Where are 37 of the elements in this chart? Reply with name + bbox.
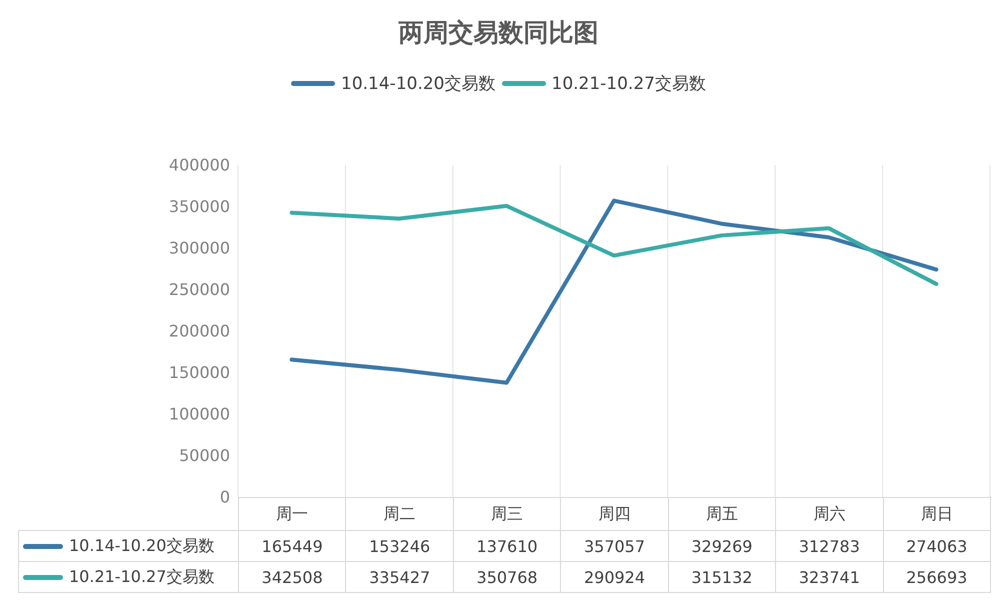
data-label: 137610 [452, 530, 562, 562]
data-label: 153246 [345, 530, 454, 562]
data-label: 315132 [668, 561, 776, 593]
data-label: 323741 [775, 561, 884, 593]
data-label: 342508 [238, 561, 346, 593]
x-tick-label: 周三 [452, 497, 562, 531]
y-tick-label: 300000 [168, 238, 230, 258]
text: 10.14-10.20交易数 [69, 536, 214, 554]
legend-label: 10.14-10.20交易数 [341, 73, 496, 95]
y-tick-label: 200000 [168, 322, 230, 341]
data-label: 335427 [345, 561, 454, 593]
x-tick-label: 周五 [668, 497, 776, 531]
chart-title: 两周交易数同比图 [398, 17, 600, 49]
legend-label: 10.21-10.27交易数 [552, 73, 706, 95]
data-label: 350768 [452, 561, 562, 593]
y-tick-label: 350000 [168, 197, 230, 216]
y-tick-label: 250000 [168, 280, 230, 300]
data-label: 329269 [668, 530, 776, 562]
y-tick-label: 150000 [168, 363, 230, 382]
data-label: 357057 [560, 530, 669, 562]
y-tick-label: 100000 [168, 404, 230, 424]
x-tick-label: 周一 [238, 497, 346, 531]
x-tick-label: 周四 [560, 497, 669, 531]
data-label: 312783 [775, 530, 884, 562]
text: 10.21-10.27交易数 [69, 566, 214, 586]
y-tick-label: 0 [220, 488, 230, 507]
data-label: 290924 [560, 561, 669, 593]
x-tick-label: 周日 [882, 497, 991, 531]
data-label: 256693 [882, 561, 991, 593]
x-tick-label: 周二 [345, 497, 454, 531]
y-tick-label: 400000 [168, 156, 230, 175]
data-label: 274063 [882, 530, 991, 562]
x-tick-label: 周六 [775, 497, 884, 531]
y-tick-label: 50000 [179, 446, 230, 466]
line-series [290, 198, 938, 385]
line-series [290, 204, 938, 286]
data-label: 165449 [238, 530, 346, 562]
